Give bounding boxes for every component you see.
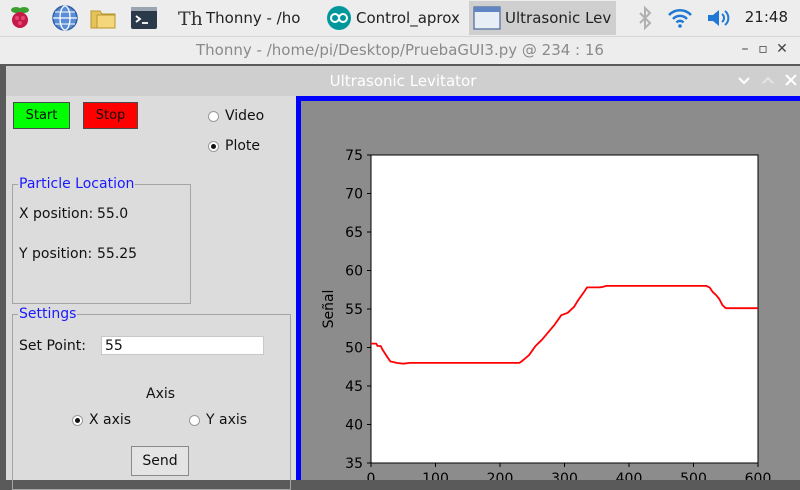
- y-tick-label: 65: [345, 225, 363, 241]
- task-arduino[interactable]: Control_aprox: [322, 1, 468, 35]
- y-axis-label: Señal: [321, 290, 337, 329]
- y-tick-label: 50: [345, 341, 363, 357]
- particle-location-title: Particle Location: [18, 176, 136, 192]
- svg-text:Th: Th: [178, 8, 202, 30]
- window-menu-chevron-icon[interactable]: [737, 72, 751, 88]
- radio-plote[interactable]: Plote: [208, 138, 260, 154]
- x-position-value: 55.0: [97, 206, 129, 222]
- window-close-icon[interactable]: [784, 72, 798, 88]
- terminal-icon[interactable]: [130, 4, 158, 32]
- radio-video-label: Video: [225, 108, 265, 124]
- axis-title: Axis: [146, 386, 176, 402]
- window-titlebar[interactable]: Ultrasonic Levitator: [6, 66, 800, 96]
- signal-chart: 35 40 45 50 55 60 65 70 75 0 100 200 300 400 500 600 Señ…: [321, 148, 772, 480]
- x-tick-label: 600: [745, 471, 772, 480]
- y-tick-label: 35: [345, 456, 363, 472]
- settings-title: Settings: [18, 306, 78, 322]
- radio-y-axis[interactable]: Y axis: [189, 412, 247, 428]
- y-tick-label: 60: [345, 264, 363, 280]
- window-icon: [473, 6, 501, 30]
- x-tick-label: 0: [367, 471, 376, 480]
- x-position-label: X position:: [19, 206, 94, 222]
- radio-video-circle[interactable]: [208, 110, 219, 122]
- thonny-window-title: Thonny - /home/pi/Desktop/PruebaGUI3.py …: [196, 41, 604, 59]
- stop-button[interactable]: Stop: [83, 102, 138, 129]
- control-panel: Start Stop Video Plote Particle Location…: [6, 96, 296, 490]
- task-thonny[interactable]: Th Thonny - /ho: [172, 1, 322, 35]
- arduino-icon: [327, 6, 351, 30]
- window-maximize-chevron-icon[interactable]: [761, 72, 775, 88]
- radio-x-axis-label: X axis: [89, 412, 132, 428]
- radio-y-axis-circle[interactable]: [189, 414, 200, 426]
- raspberry-pi-menu-icon[interactable]: [6, 4, 34, 32]
- particle-location-group: Particle Location X position: 55.0 Y pos…: [12, 176, 191, 304]
- y-position-label: Y position:: [19, 246, 93, 262]
- radio-plote-label: Plote: [225, 138, 260, 154]
- y-tick-label: 75: [345, 148, 363, 164]
- thonny-maximize-icon[interactable]: ▫: [758, 41, 768, 57]
- file-manager-icon[interactable]: [89, 4, 117, 32]
- volume-icon[interactable]: [704, 4, 732, 32]
- task-ultrasonic-label: Ultrasonic Lev: [505, 9, 612, 27]
- set-point-input[interactable]: [101, 336, 264, 355]
- y-tick-label: 70: [345, 187, 363, 203]
- taskbar: Th Thonny - /ho Control_aprox Ultrasonic…: [0, 0, 800, 37]
- task-ultrasonic[interactable]: Ultrasonic Lev: [469, 1, 616, 35]
- radio-x-axis-circle[interactable]: [72, 414, 83, 426]
- x-tick-label: 400: [616, 471, 643, 480]
- task-arduino-label: Control_aprox: [356, 9, 460, 27]
- signal-series-line: [371, 284, 758, 365]
- bluetooth-icon[interactable]: [631, 4, 659, 32]
- radio-y-axis-label: Y axis: [206, 412, 248, 428]
- ultrasonic-levitator-window: Ultrasonic Levitator Start Stop Video Pl…: [6, 66, 800, 490]
- wifi-icon[interactable]: [666, 4, 694, 32]
- radio-plote-circle[interactable]: [208, 140, 219, 152]
- send-button[interactable]: Send: [131, 446, 189, 476]
- x-tick-label: 500: [680, 471, 707, 480]
- plot-area: 35 40 45 50 55 60 65 70 75 0 100 200 300 400 500 600 Señ…: [296, 96, 800, 480]
- plot-axes-frame: [370, 154, 759, 464]
- radio-x-axis[interactable]: X axis: [72, 412, 131, 428]
- y-tick-label: 45: [345, 379, 363, 395]
- x-tick-label: 200: [487, 471, 514, 480]
- thonny-close-icon[interactable]: ✕: [776, 41, 788, 57]
- clock[interactable]: 21:48: [744, 8, 788, 26]
- x-tick-label: 300: [551, 471, 578, 480]
- set-point-label: Set Point:: [19, 338, 86, 354]
- x-tick-label: 100: [422, 471, 449, 480]
- y-position-value: 55.25: [97, 246, 138, 262]
- start-button[interactable]: Start: [13, 102, 70, 129]
- thonny-icon: Th: [178, 8, 202, 30]
- settings-group: Settings Set Point: Axis X axis Y axis S…: [12, 306, 291, 490]
- y-tick-label: 55: [345, 302, 363, 318]
- thonny-minimize-icon[interactable]: –: [741, 41, 749, 57]
- window-title: Ultrasonic Levitator: [329, 72, 477, 90]
- thonny-window-titlebar[interactable]: Thonny - /home/pi/Desktop/PruebaGUI3.py …: [0, 37, 800, 64]
- task-thonny-label: Thonny - /ho: [206, 9, 301, 27]
- web-browser-icon[interactable]: [51, 4, 79, 32]
- radio-video[interactable]: Video: [208, 108, 264, 124]
- y-tick-label: 40: [345, 418, 363, 434]
